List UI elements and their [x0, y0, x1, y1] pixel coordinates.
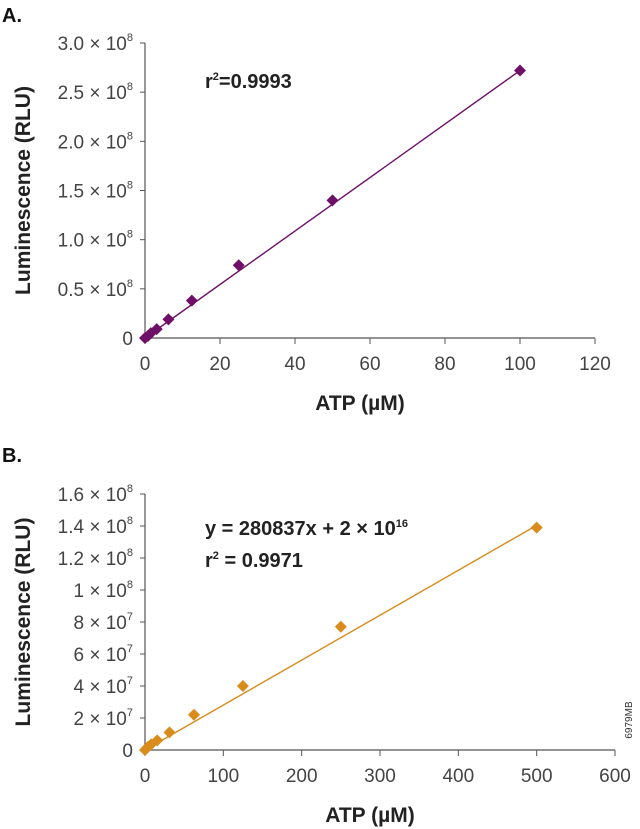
x-tick-label: 400 — [442, 766, 474, 787]
data-point — [334, 620, 347, 633]
y-tick-label: 0 — [122, 741, 133, 762]
chart-panel-b: B. 0 2 × 107 4 × 107 6 × 107 8 × 107 1 × 108 1.… — [2, 445, 631, 827]
data-point — [236, 680, 249, 692]
figure-code: 6979MB — [624, 701, 635, 739]
x-tick-label: 500 — [521, 766, 553, 787]
y-tick-label: 1.2 × 108 — [58, 547, 133, 570]
y-tick-label: 3.0 × 108 — [58, 32, 133, 55]
x-tick-label: 100 — [207, 766, 239, 787]
panel-label: B. — [2, 445, 22, 467]
data-point — [162, 313, 175, 326]
y-tick-label: 1.6 × 108 — [58, 483, 133, 506]
y-tick-label: 8 × 107 — [74, 611, 133, 634]
x-tick-label: 300 — [364, 766, 396, 787]
y-tick-label: 1 × 108 — [74, 579, 133, 602]
x-tick-label: 100 — [504, 354, 536, 375]
equation-annotation: y = 280837x + 2 × 1016 — [205, 518, 408, 540]
x-tick-label: 0 — [140, 766, 151, 787]
data-point — [514, 64, 526, 77]
y-tick-label: 2.0 × 108 — [58, 130, 133, 153]
data-point — [163, 726, 176, 739]
data-point — [530, 521, 543, 534]
y-tick-label: 1.0 × 108 — [58, 229, 133, 252]
r-squared-annotation: r2 = 0.9971 — [205, 550, 303, 572]
x-tick-label: 60 — [359, 354, 380, 375]
x-tick-label: 0 — [140, 354, 151, 375]
chart-panel-a: A. 0 0.5 × 108 1.0 × 108 1.5 × 108 2.0 × 108 2… — [2, 5, 611, 415]
y-tick-label: 0.5 × 108 — [58, 278, 133, 301]
x-tick-label: 20 — [209, 354, 230, 375]
panel-label: A. — [2, 5, 22, 27]
x-tick-label: 40 — [284, 354, 305, 375]
trendline — [144, 524, 538, 751]
y-tick-label: 1.4 × 108 — [58, 515, 133, 538]
x-axis-label: ATP (µM) — [315, 392, 404, 415]
x-tick-label: 120 — [579, 354, 611, 375]
r-squared-annotation: r2=0.9993 — [205, 71, 292, 93]
x-axis-label: ATP (µM) — [325, 804, 414, 827]
y-tick-label: 1.5 × 108 — [58, 180, 133, 203]
y-tick-label: 2.5 × 108 — [58, 81, 133, 104]
x-tick-label: 200 — [286, 766, 318, 787]
y-tick-label: 6 × 107 — [74, 643, 133, 666]
data-point — [187, 708, 200, 721]
data-point — [150, 323, 163, 336]
data-point — [326, 194, 339, 207]
y-axis-label: Luminescence (RLU) — [12, 86, 35, 295]
y-tick-label: 0 — [122, 329, 133, 350]
y-axis-label: Luminescence (RLU) — [12, 518, 35, 727]
x-tick-label: 600 — [599, 766, 631, 787]
x-tick-label: 80 — [434, 354, 455, 375]
data-point — [232, 259, 245, 272]
data-point — [185, 294, 198, 307]
y-tick-label: 4 × 107 — [74, 675, 133, 698]
y-tick-label: 2 × 107 — [74, 707, 133, 730]
data-point — [151, 734, 164, 747]
